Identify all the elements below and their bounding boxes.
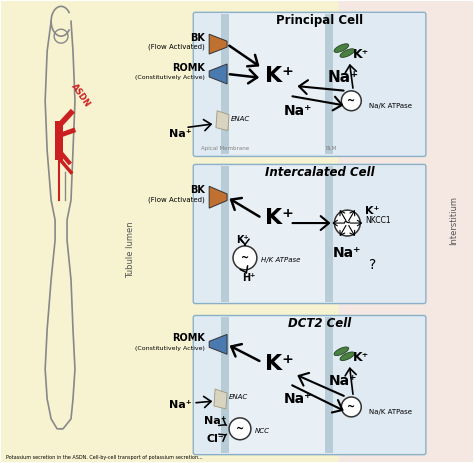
Text: K⁺: K⁺ (353, 351, 369, 364)
Bar (326, 166, 333, 301)
FancyBboxPatch shape (193, 13, 426, 156)
Text: Na⁺: Na⁺ (204, 416, 227, 426)
Circle shape (341, 397, 361, 417)
Bar (225, 14, 329, 155)
Text: (Constitutively Active): (Constitutively Active) (135, 346, 205, 351)
Text: K⁺: K⁺ (265, 354, 294, 374)
Text: ENAC: ENAC (231, 116, 250, 122)
Bar (221, 166, 229, 301)
Text: Na/K ATPase: Na/K ATPase (369, 103, 412, 109)
Text: BK: BK (191, 185, 205, 195)
Ellipse shape (340, 49, 355, 57)
Text: Na⁺: Na⁺ (283, 104, 312, 118)
Polygon shape (209, 64, 227, 84)
Circle shape (341, 91, 361, 111)
Circle shape (233, 246, 257, 270)
Text: (Constitutively Active): (Constitutively Active) (135, 75, 205, 81)
Text: K⁺: K⁺ (265, 66, 294, 86)
Ellipse shape (340, 352, 355, 361)
Text: K⁺: K⁺ (237, 235, 249, 245)
FancyBboxPatch shape (193, 164, 426, 304)
Text: BK: BK (191, 33, 205, 43)
Text: Na⁺: Na⁺ (169, 129, 191, 138)
Text: DCT2 Cell: DCT2 Cell (288, 317, 351, 330)
Circle shape (229, 418, 251, 440)
Polygon shape (209, 186, 227, 208)
Text: ~: ~ (241, 253, 249, 263)
Ellipse shape (334, 347, 349, 356)
Text: Na⁺: Na⁺ (169, 400, 191, 410)
Text: ROMK: ROMK (173, 333, 205, 344)
Text: ?: ? (369, 258, 376, 272)
Text: Tubule lumen: Tubule lumen (126, 222, 135, 278)
Text: Na⁺: Na⁺ (283, 392, 312, 406)
Text: ~: ~ (347, 402, 356, 412)
Bar (339, 1, 473, 462)
Bar (55, 121, 63, 160)
Text: ENAC: ENAC (229, 394, 248, 400)
Polygon shape (216, 111, 229, 131)
Text: ~: ~ (236, 424, 244, 434)
Text: NKCC1: NKCC1 (365, 216, 391, 225)
Text: Na/K ATPase: Na/K ATPase (369, 409, 412, 415)
Text: K⁺: K⁺ (265, 208, 294, 228)
Text: H⁺: H⁺ (242, 273, 255, 283)
Polygon shape (209, 34, 227, 54)
Text: Na⁺: Na⁺ (329, 374, 357, 388)
Text: (Flow Activated): (Flow Activated) (148, 197, 205, 203)
Bar (225, 166, 329, 301)
Text: H/K ATPase: H/K ATPase (261, 257, 300, 263)
Text: Na⁺: Na⁺ (333, 246, 362, 260)
Bar (221, 318, 229, 453)
Text: ASDN: ASDN (70, 82, 92, 109)
Text: BLM: BLM (326, 146, 337, 151)
Bar (326, 318, 333, 453)
Text: ROMK: ROMK (173, 63, 205, 73)
Text: Apical Membrane: Apical Membrane (201, 146, 249, 151)
Text: Na⁺: Na⁺ (328, 70, 359, 86)
FancyBboxPatch shape (193, 315, 426, 455)
Ellipse shape (334, 44, 349, 52)
Bar (326, 14, 333, 155)
Text: ~: ~ (343, 218, 351, 228)
Text: K⁺: K⁺ (365, 206, 380, 216)
Text: Interstitium: Interstitium (449, 195, 458, 244)
Text: ~: ~ (347, 96, 356, 106)
Bar (221, 14, 229, 155)
Text: (Flow Activated): (Flow Activated) (148, 44, 205, 50)
Text: Potassium secretion in the ASDN. Cell-by-cell transport of potassium secretion..: Potassium secretion in the ASDN. Cell-by… (6, 455, 203, 460)
Text: Principal Cell: Principal Cell (276, 14, 363, 27)
Polygon shape (209, 334, 227, 354)
Text: Cl⁻: Cl⁻ (206, 434, 224, 444)
Text: NCC: NCC (255, 428, 270, 434)
Polygon shape (214, 389, 227, 409)
Text: K⁺: K⁺ (353, 48, 369, 61)
Text: Intercalated Cell: Intercalated Cell (264, 166, 374, 179)
Circle shape (335, 210, 360, 236)
Bar (225, 318, 329, 453)
